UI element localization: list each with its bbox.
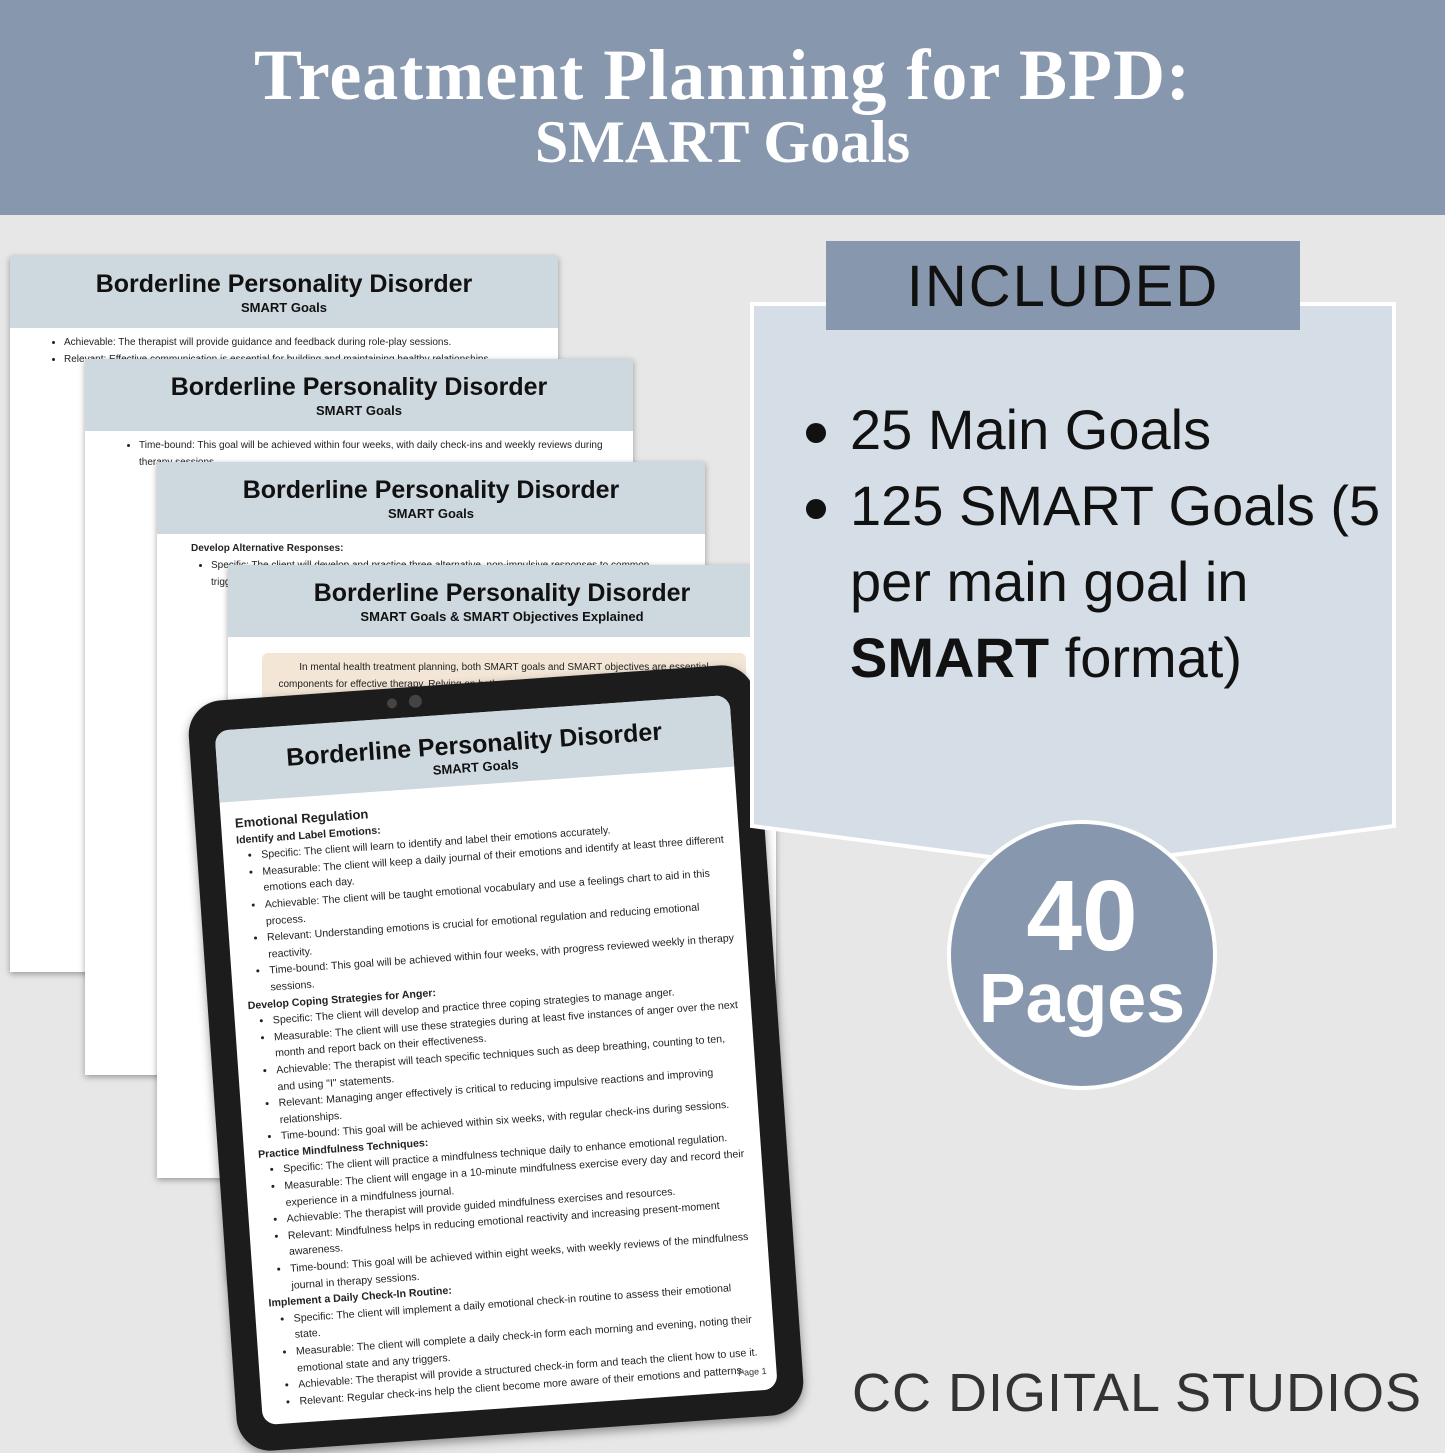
doc-title: Borderline Personality Disorder [170, 373, 548, 401]
included-label: INCLUDED [826, 241, 1300, 330]
doc-header: Borderline Personality Disorder SMART Goa… [85, 359, 633, 431]
header: Treatment Planning for BPD: SMART Goals [0, 0, 1445, 215]
page-number: Page 1 [737, 1365, 767, 1378]
doc-header: Borderline Personality Disorder SMART Goa… [157, 462, 705, 534]
doc-subtitle: SMART Goals & SMART Objectives Explained [360, 609, 644, 624]
page-count-badge: 40 Pages [947, 820, 1217, 1090]
tablet-screen: Borderline Personality Disorder SMART Go… [214, 694, 778, 1426]
badge-number: 40 [1026, 860, 1138, 972]
camera [386, 698, 398, 709]
doc-title: Borderline Personality Disorder [242, 476, 620, 504]
included-item: 125 SMART Goals (5 per main goal in SMAR… [806, 468, 1386, 696]
doc-title: Borderline Personality Disorder [313, 579, 691, 607]
item-bold: SMART [850, 626, 1050, 689]
doc-body: Emotional Regulation Identify and Label … [220, 767, 777, 1413]
list-item: Achievable: The therapist will provide g… [64, 334, 528, 351]
tablet: Borderline Personality Disorder SMART Go… [186, 663, 806, 1453]
doc-subtitle: SMART Goals [241, 300, 327, 315]
item-text: 25 Main Goals [850, 398, 1212, 461]
subtitle: SMART Goals [534, 109, 911, 175]
doc-subtitle: SMART Goals [316, 403, 402, 418]
doc-subtitle: SMART Goals [388, 506, 474, 521]
included-item: 25 Main Goals [806, 392, 1386, 468]
doc-header: Borderline Personality Disorder SMART Goa… [228, 565, 776, 637]
brand: CC DIGITAL STUDIOS [852, 1363, 1423, 1423]
included-list: 25 Main Goals 125 SMART Goals (5 per main… [806, 392, 1386, 696]
item-heading: Develop Alternative Responses: [191, 543, 344, 554]
title: Treatment Planning for BPD: [254, 35, 1191, 115]
camera [408, 694, 423, 709]
item-text: 125 SMART Goals (5 per main goal in [850, 474, 1381, 613]
doc-header: Borderline Personality Disorder SMART Goa… [10, 256, 558, 328]
badge-label: Pages [978, 959, 1186, 1037]
item-text: format) [1049, 626, 1243, 689]
doc-title: Borderline Personality Disorder [95, 270, 473, 298]
